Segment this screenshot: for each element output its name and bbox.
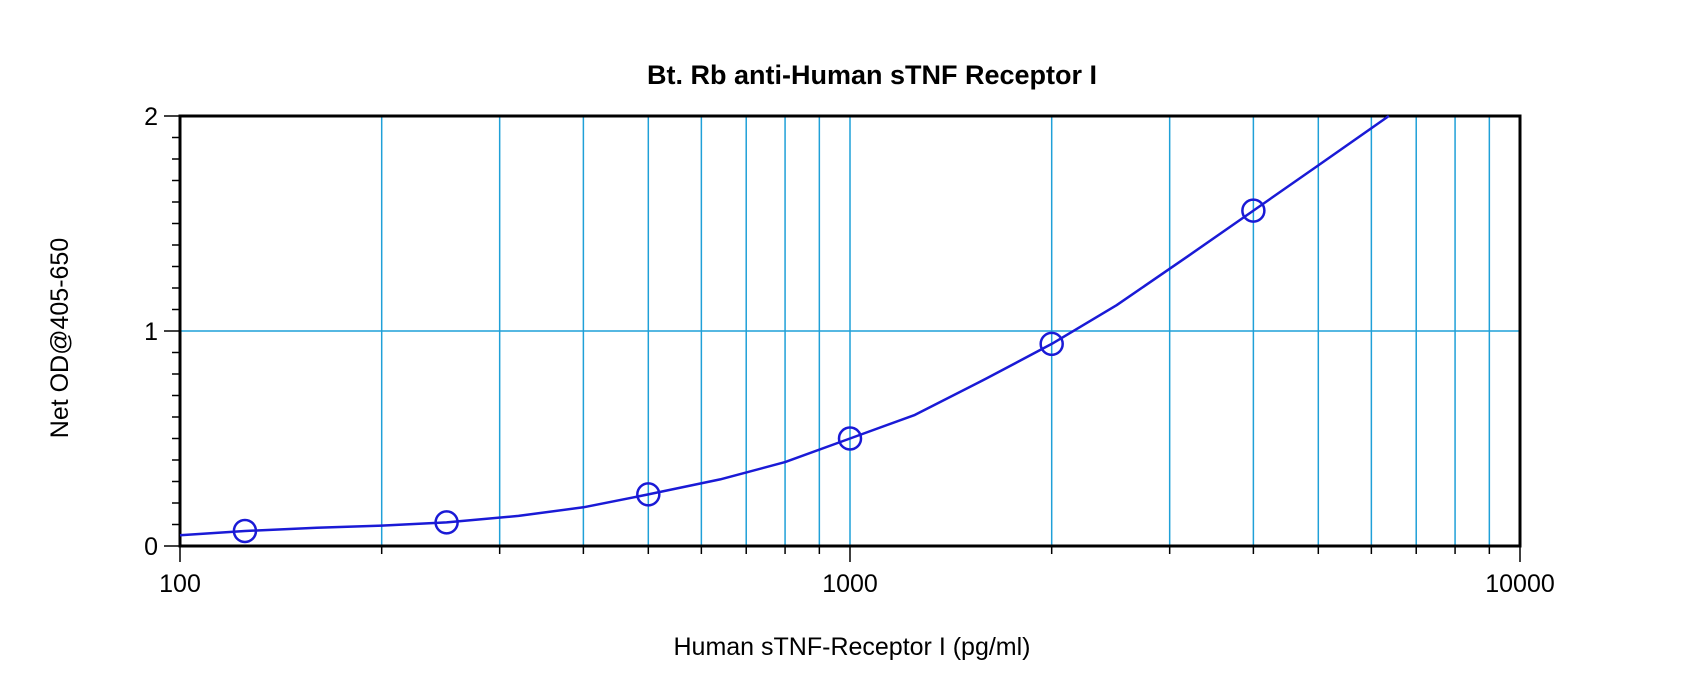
y-tick-label: 2 (144, 103, 158, 131)
x-tick-label: 100 (159, 570, 201, 598)
x-tick-label: 1000 (822, 570, 878, 598)
y-tick-label: 0 (144, 533, 158, 561)
data-point (1039, 331, 1064, 357)
y-tick-label: 1 (144, 318, 158, 346)
data-point (1241, 198, 1266, 223)
x-tick-label: 10000 (1485, 570, 1555, 598)
data-points (232, 198, 1266, 544)
fit-curve (179, 114, 1390, 537)
fit-curve-layer (179, 114, 1390, 537)
data-point (636, 482, 661, 507)
data-point (837, 426, 863, 451)
grid (179, 115, 1521, 547)
axes (164, 114, 1522, 562)
tick-labels: 100 1000 10000 0 1 2 (144, 103, 1555, 598)
y-axis-label: Net OD@405-650 (46, 238, 74, 438)
data-point (434, 510, 459, 535)
data-point (232, 518, 258, 544)
x-axis-label: Human sTNF-Receptor I (pg/ml) (673, 633, 1030, 661)
chart-title: Bt. Rb anti-Human sTNF Receptor I (647, 60, 1097, 90)
